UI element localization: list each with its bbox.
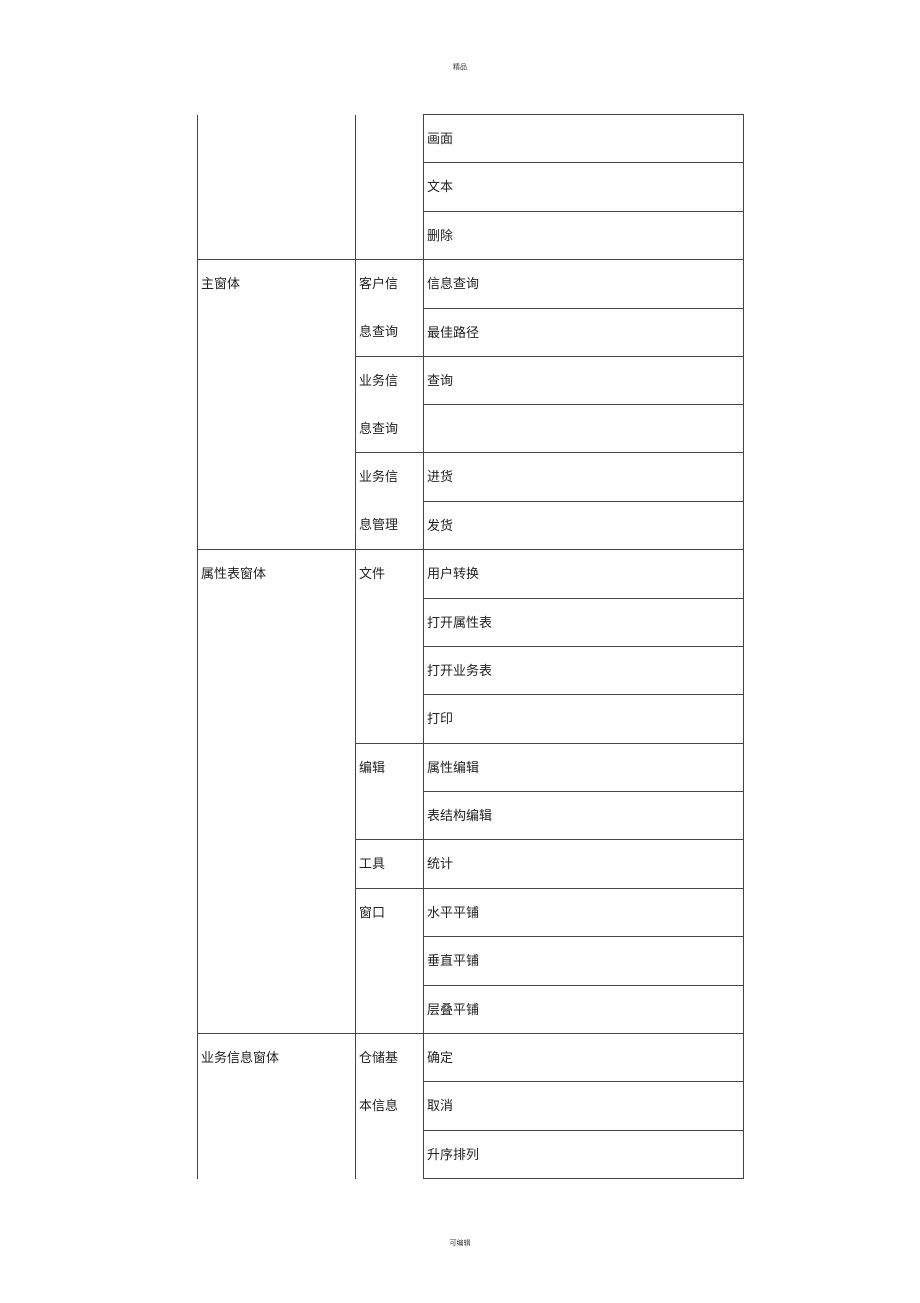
cell-subcategory: 息管理 [356,501,424,549]
table-row: 文本 [198,163,744,211]
table-row: 编辑属性编辑 [198,743,744,791]
cell-item: 层叠平铺 [424,985,744,1033]
cell-category [198,356,356,404]
cell-subcategory: 仓储基 [356,1034,424,1082]
cell-category [198,985,356,1033]
cell-category [198,598,356,646]
cell-item: 属性编辑 [424,743,744,791]
cell-category [198,695,356,743]
table-row: 息查询最佳路径 [198,308,744,356]
table-row: 息查询 [198,405,744,453]
cell-subcategory: 业务信 [356,453,424,501]
cell-subcategory [356,792,424,840]
cell-category [198,888,356,936]
table-row: 表结构编辑 [198,792,744,840]
cell-item: 确定 [424,1034,744,1082]
cell-category [198,1082,356,1130]
cell-item [424,405,744,453]
cell-category [198,163,356,211]
table-row: 层叠平铺 [198,985,744,1033]
table-row: 画面 [198,115,744,163]
table-row: 息管理发货 [198,501,744,549]
cell-subcategory [356,646,424,694]
cell-subcategory: 本信息 [356,1082,424,1130]
cell-category [198,308,356,356]
table-row: 打开业务表 [198,646,744,694]
cell-category: 主窗体 [198,260,356,308]
menu-structure-table: 画面文本删除主窗体客户信信息查询息查询最佳路径业务信查询息查询业务信进货息管理发… [197,114,744,1179]
cell-category: 业务信息窗体 [198,1034,356,1082]
cell-item: 画面 [424,115,744,163]
table-row: 垂直平铺 [198,937,744,985]
cell-subcategory: 客户信 [356,260,424,308]
cell-item: 取消 [424,1082,744,1130]
cell-category [198,840,356,888]
table-row: 工具统计 [198,840,744,888]
cell-category [198,501,356,549]
cell-subcategory: 窗口 [356,888,424,936]
cell-item: 查询 [424,356,744,404]
header-watermark: 精品 [453,62,467,72]
cell-subcategory: 工具 [356,840,424,888]
cell-subcategory [356,115,424,163]
footer-watermark: 可编辑 [450,1238,471,1248]
cell-item: 进货 [424,453,744,501]
cell-subcategory [356,695,424,743]
table-row: 删除 [198,211,744,259]
cell-item: 表结构编辑 [424,792,744,840]
cell-subcategory: 文件 [356,550,424,598]
cell-item: 删除 [424,211,744,259]
table-row: 业务信查询 [198,356,744,404]
cell-item: 水平平铺 [424,888,744,936]
table-row: 业务信进货 [198,453,744,501]
table-row: 打开属性表 [198,598,744,646]
cell-subcategory [356,211,424,259]
cell-item: 打开业务表 [424,646,744,694]
cell-category [198,792,356,840]
table-row: 升序排列 [198,1130,744,1178]
cell-subcategory [356,937,424,985]
cell-item: 统计 [424,840,744,888]
cell-item: 用户转换 [424,550,744,598]
cell-item: 信息查询 [424,260,744,308]
cell-item: 打印 [424,695,744,743]
cell-category [198,937,356,985]
table-row: 属性表窗体文件用户转换 [198,550,744,598]
cell-item: 垂直平铺 [424,937,744,985]
main-table-container: 画面文本删除主窗体客户信信息查询息查询最佳路径业务信查询息查询业务信进货息管理发… [197,114,743,1179]
cell-subcategory [356,1130,424,1178]
cell-category [198,405,356,453]
cell-subcategory: 编辑 [356,743,424,791]
cell-subcategory [356,598,424,646]
table-row: 本信息取消 [198,1082,744,1130]
cell-subcategory: 息查询 [356,308,424,356]
cell-subcategory [356,985,424,1033]
cell-category: 属性表窗体 [198,550,356,598]
cell-item: 文本 [424,163,744,211]
cell-item: 打开属性表 [424,598,744,646]
cell-category [198,743,356,791]
table-row: 业务信息窗体仓储基确定 [198,1034,744,1082]
cell-category [198,453,356,501]
table-row: 窗口水平平铺 [198,888,744,936]
cell-category [198,646,356,694]
cell-category [198,211,356,259]
cell-item: 升序排列 [424,1130,744,1178]
cell-category [198,115,356,163]
cell-item: 最佳路径 [424,308,744,356]
cell-item: 发货 [424,501,744,549]
cell-subcategory [356,163,424,211]
cell-category [198,1130,356,1178]
cell-subcategory: 息查询 [356,405,424,453]
table-row: 打印 [198,695,744,743]
table-row: 主窗体客户信信息查询 [198,260,744,308]
cell-subcategory: 业务信 [356,356,424,404]
